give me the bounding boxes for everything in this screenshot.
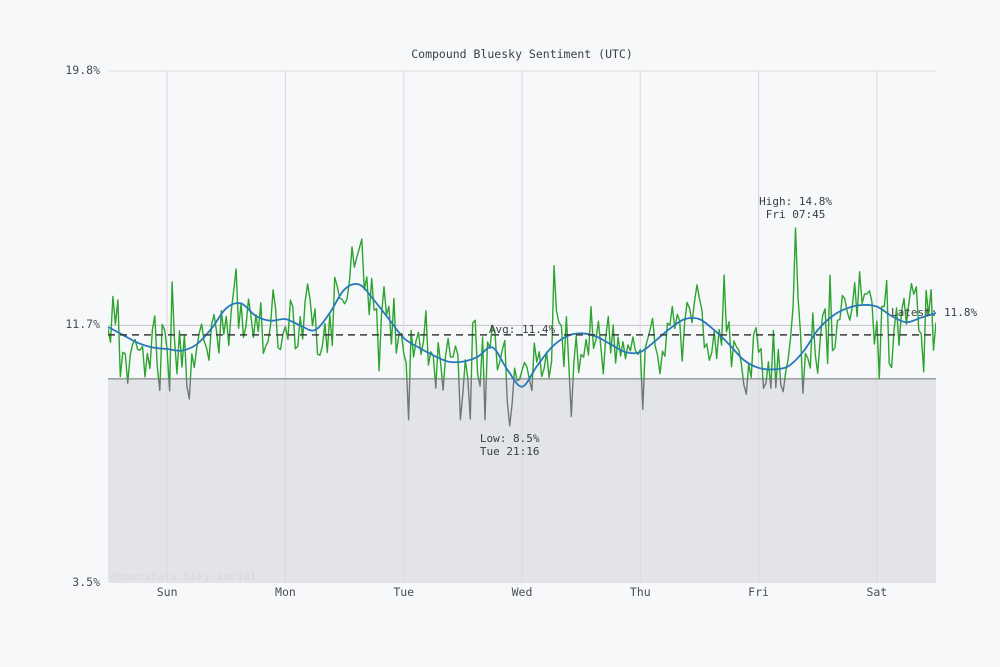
y-tick-label: 3.5% [72, 575, 100, 589]
low-annotation: Low: 8.5% Tue 21:16 [480, 432, 540, 458]
x-tick-label: Mon [275, 585, 296, 599]
watermark: @hourstats.bsky.social [111, 570, 257, 583]
smoothed-series [107, 283, 937, 388]
x-tick-label: Tue [393, 585, 415, 599]
x-tick-label: Thu [629, 585, 651, 599]
x-tick-label: Sun [156, 585, 178, 599]
latest-annotation: Latest: 11.8% [891, 306, 978, 320]
low-annotation-value: Low: 8.5% [479, 431, 540, 445]
raw-series-above [108, 227, 936, 379]
low-annotation-time: Tue 21:16 [479, 444, 540, 458]
avg-annotation: Avg: 11.4% [488, 322, 556, 336]
x-tick-label: Fri [748, 585, 769, 599]
x-tick-label: Sat [866, 585, 888, 599]
high-annotation: High: 14.8% Fri 07:45 [759, 195, 832, 221]
chart-title: Compound Bluesky Sentiment (UTC) [411, 47, 633, 61]
high-annotation-time: Fri 07:45 [765, 208, 826, 222]
x-tick-label: Wed [511, 585, 533, 599]
y-tick-label: 19.8% [65, 63, 100, 77]
high-annotation-value: High: 14.8% [759, 195, 832, 209]
y-tick-label: 11.7% [65, 317, 100, 332]
